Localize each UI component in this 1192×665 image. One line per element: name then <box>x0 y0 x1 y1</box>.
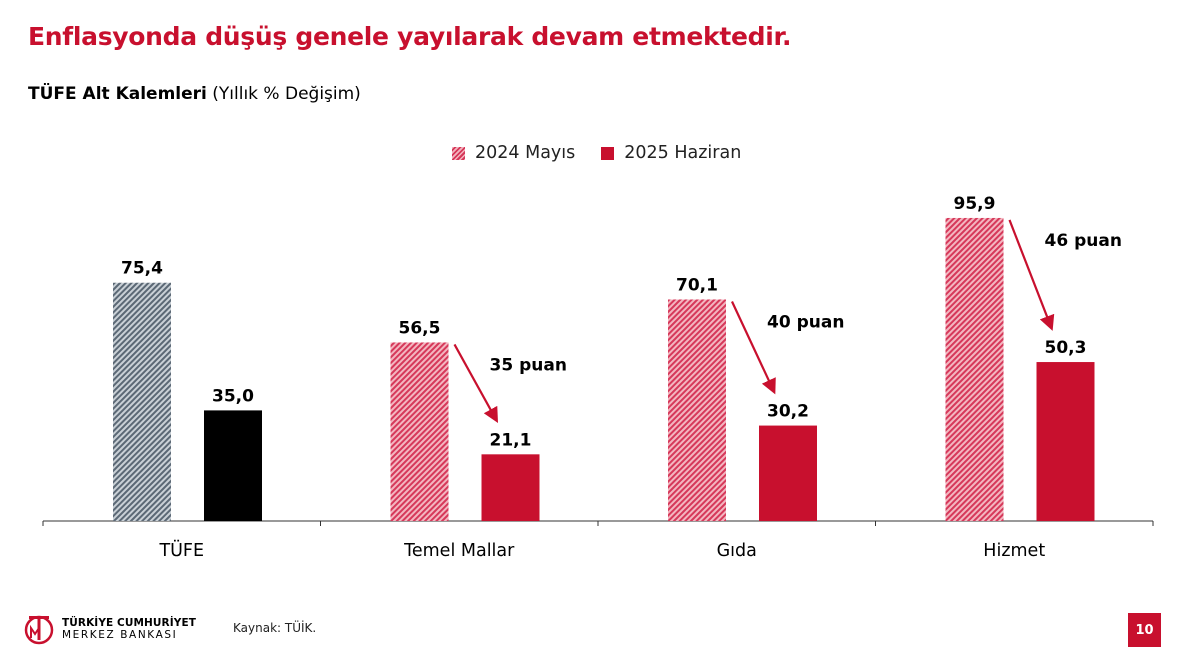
subtitle-unit: (Yıllık % Değişim) <box>206 84 361 104</box>
data-label-2024-2: 70,1 <box>676 275 718 295</box>
data-label-2025-1: 21,1 <box>490 430 532 450</box>
annotation-3: 46 puan <box>1045 231 1122 251</box>
data-label-2024-1: 56,5 <box>399 318 441 338</box>
category-label-3: Hizmet <box>983 541 1045 561</box>
legend-swatch-solid <box>601 146 615 160</box>
bar-2025-3 <box>1036 362 1095 521</box>
legend-label-2025: 2025 Haziran <box>624 143 742 163</box>
category-label-1: Temel Mallar <box>403 541 515 561</box>
change-arrow-1 <box>453 343 498 424</box>
bar-2024-2 <box>668 299 726 521</box>
category-label-0: TÜFE <box>158 539 204 561</box>
bar-2025-2 <box>759 425 817 521</box>
category-label-2: Gıda <box>717 541 757 561</box>
page-title: Enflasyonda düşüş genele yayılarak devam… <box>28 22 792 51</box>
bar-2024-1 <box>390 342 449 521</box>
tcmb-emblem-icon <box>24 615 54 645</box>
legend-item-2025: 2025 Haziran <box>601 143 741 163</box>
legend-label-2024: 2024 Mayıs <box>475 143 576 163</box>
legend-swatch-hatched <box>452 146 465 160</box>
logo-line-1: TÜRKİYE CUMHURİYET <box>62 617 196 629</box>
bar-2025-1 <box>481 454 540 521</box>
data-label-2024-0: 75,4 <box>121 259 163 279</box>
bar-2024-0 <box>113 282 171 521</box>
logo-line-2: MERKEZ BANKASI <box>62 629 178 641</box>
tcmb-logo: TÜRKİYE CUMHURİYET MERKEZ BANKASI <box>22 612 196 646</box>
bar-2025-0 <box>204 410 262 521</box>
chart-legend: 2024 Mayıs 2025 Haziran <box>452 143 767 163</box>
annotation-1: 35 puan <box>490 355 567 375</box>
data-label-2024-3: 95,9 <box>954 194 996 214</box>
data-label-2025-2: 30,2 <box>767 402 809 422</box>
annotation-2: 40 puan <box>767 312 844 332</box>
chart-subtitle: TÜFE Alt Kalemleri (Yıllık % Değişim) <box>28 84 361 104</box>
change-arrow-2 <box>731 301 776 395</box>
data-label-2025-0: 35,0 <box>212 386 254 406</box>
legend-item-2024: 2024 Mayıs <box>452 143 575 163</box>
subtitle-bold: TÜFE Alt Kalemleri <box>28 84 207 104</box>
change-arrow-3 <box>1008 219 1055 331</box>
data-label-2025-3: 50,3 <box>1045 338 1087 358</box>
source-note: Kaynak: TÜİK. <box>233 621 317 635</box>
bar-2024-3 <box>945 217 1004 521</box>
page-number: 10 <box>1128 613 1161 647</box>
